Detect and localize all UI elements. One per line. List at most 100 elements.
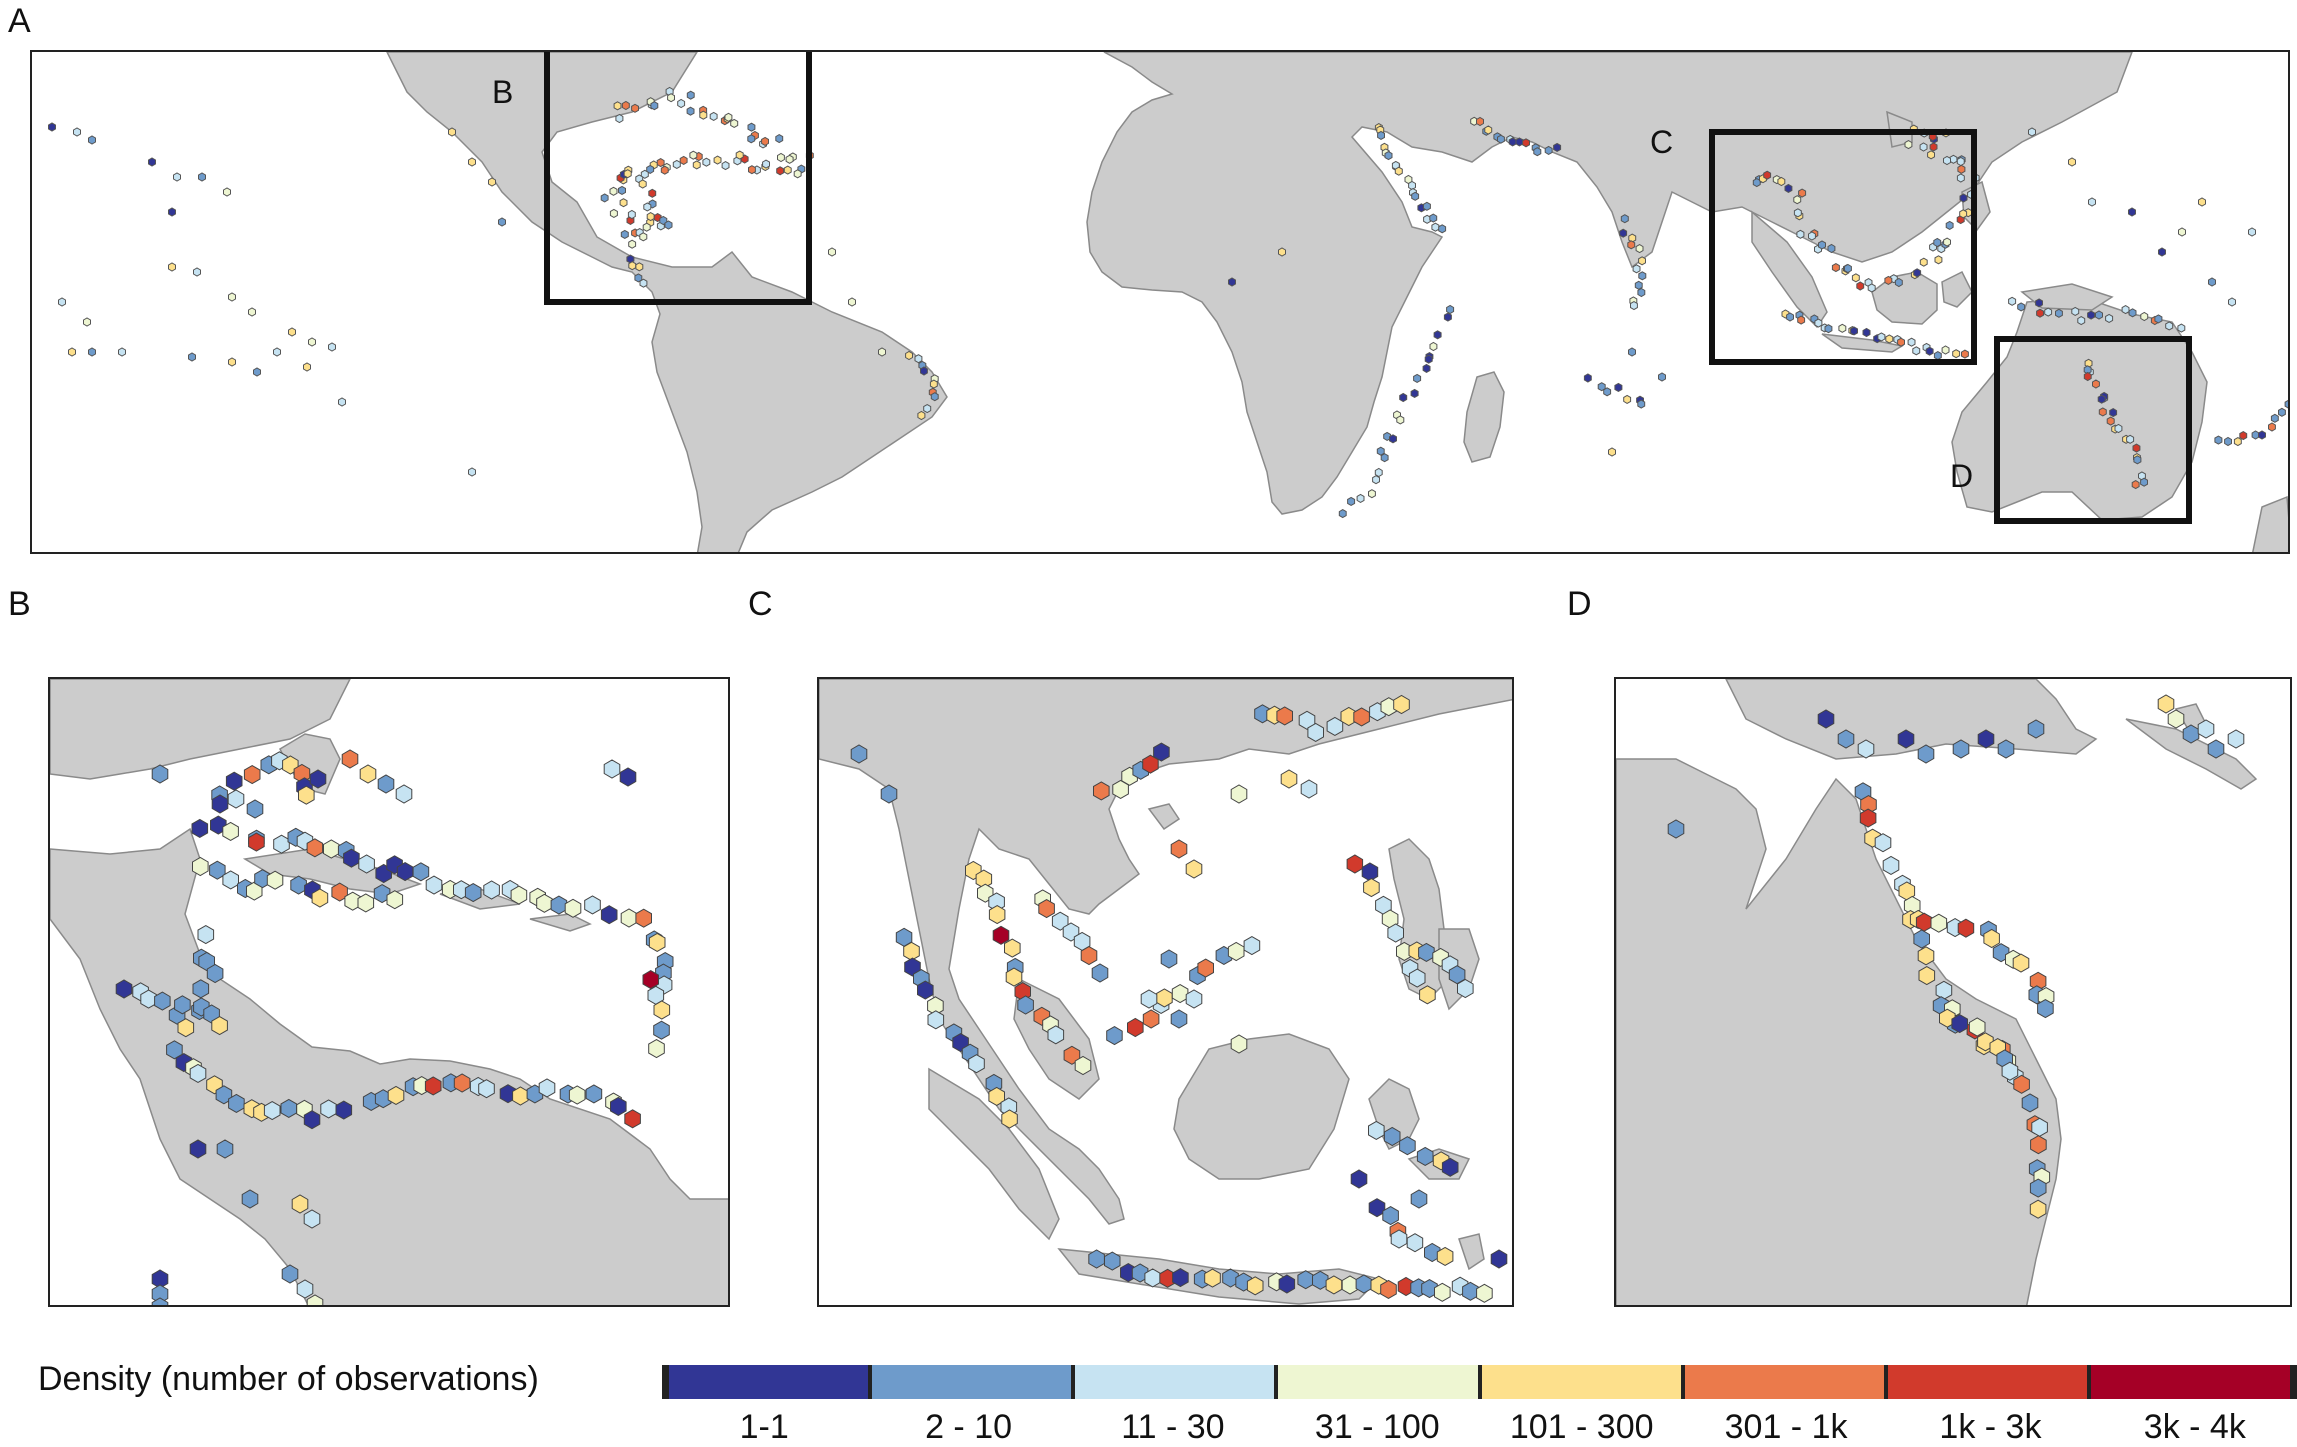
- density-hex: [1228, 277, 1236, 287]
- density-hex: [306, 1294, 324, 1305]
- hexbin-layer-world: [48, 86, 2288, 519]
- density-hex: [2036, 308, 2044, 318]
- density-hex: [88, 347, 96, 357]
- density-hex: [653, 1020, 670, 1040]
- density-hex: [1408, 968, 1426, 988]
- density-hex: [660, 165, 669, 175]
- inset-box-c: [1709, 129, 1977, 365]
- density-hex: [724, 112, 733, 122]
- density-hex: [1497, 134, 1505, 144]
- density-hex: [1862, 327, 1871, 338]
- density-hex: [968, 1054, 985, 1074]
- density-hex: [374, 1089, 392, 1109]
- density-hex: [1930, 913, 1948, 933]
- density-hex: [564, 898, 582, 918]
- density-hex: [1384, 151, 1393, 161]
- density-hex: [1544, 145, 1553, 155]
- density-hex: [1627, 240, 1636, 250]
- density-hex: [1390, 1229, 1408, 1249]
- density-hex: [2140, 477, 2148, 487]
- density-hex: [453, 1073, 471, 1093]
- density-hex: [335, 1100, 353, 1120]
- density-hex: [2109, 408, 2118, 418]
- density-hex: [1004, 938, 1021, 958]
- density-hex: [211, 794, 229, 814]
- panel-label-b: B: [8, 585, 31, 623]
- density-hex: [273, 347, 281, 357]
- density-hex: [358, 854, 375, 874]
- density-hex: [1171, 984, 1189, 1004]
- density-hex: [1637, 287, 1646, 298]
- density-hex: [343, 848, 360, 868]
- density-hex: [776, 166, 785, 176]
- density-hex: [151, 1297, 169, 1305]
- density-hex: [2121, 305, 2130, 315]
- density-hex: [387, 1085, 405, 1105]
- legend-swatch-3: [1075, 1365, 1279, 1399]
- density-hex: [927, 996, 944, 1016]
- density-hex: [642, 222, 651, 232]
- density-hex: [2068, 157, 2076, 167]
- density-hex: [1903, 895, 1921, 916]
- density-hex: [1752, 178, 1761, 188]
- density-hex: [2208, 277, 2216, 287]
- density-hex: [281, 1264, 299, 1284]
- density-hex: [2013, 1074, 2030, 1094]
- density-hex: [721, 161, 730, 171]
- density-hex: [2133, 455, 2142, 465]
- density-hex: [248, 832, 265, 852]
- density-hex: [1017, 995, 1034, 1015]
- density-hex: [309, 769, 327, 789]
- land-australia-d: [1616, 758, 2062, 1305]
- density-hex: [1515, 137, 1524, 147]
- density-hex: [118, 347, 126, 357]
- density-hex: [1338, 509, 1347, 519]
- density-hex: [643, 202, 652, 212]
- density-hex: [1436, 1246, 1454, 1266]
- density-hex: [1230, 784, 1248, 804]
- density-hex: [386, 890, 404, 910]
- density-hex: [709, 111, 718, 121]
- density-hex: [1457, 978, 1474, 999]
- density-hex: [1423, 201, 1431, 211]
- density-hex: [1917, 744, 1935, 764]
- density-hex: [1796, 229, 1805, 239]
- density-hex: [1104, 1251, 1121, 1271]
- density-hex: [1904, 140, 1913, 150]
- density-hex: [1127, 1017, 1144, 1038]
- density-hex: [206, 963, 224, 984]
- density-hex: [510, 885, 528, 905]
- density-hex: [828, 247, 836, 257]
- density-hex: [647, 985, 665, 1005]
- density-hex: [468, 467, 476, 477]
- density-hex: [1374, 467, 1383, 478]
- density-hex: [1850, 326, 1858, 336]
- density-hex: [68, 347, 76, 357]
- density-hex: [1347, 496, 1356, 506]
- density-hex: [2001, 1061, 2019, 1081]
- density-hex: [648, 1039, 665, 1059]
- density-hex: [609, 186, 618, 196]
- density-hex: [1603, 387, 1612, 397]
- density-hex: [2071, 306, 2080, 316]
- density-hex: [1968, 1017, 1986, 1037]
- density-hex: [1913, 929, 1930, 949]
- density-hex: [1837, 729, 1855, 749]
- density-hex: [1356, 493, 1365, 503]
- density-hex: [290, 875, 307, 895]
- density-hex: [975, 869, 993, 889]
- density-hex: [1933, 351, 1942, 361]
- density-hex: [626, 254, 635, 264]
- density-hex: [2092, 379, 2100, 389]
- density-hex: [1619, 228, 1628, 238]
- density-hex: [2126, 434, 2135, 444]
- legend-label-7: 1k - 3k: [1939, 1408, 2042, 1446]
- density-hex: [930, 392, 939, 402]
- density-hex: [338, 397, 346, 407]
- density-hex: [140, 989, 157, 1009]
- legend-label-2: 2 - 10: [925, 1408, 1013, 1446]
- inset-box-d: [1994, 336, 2192, 524]
- density-hex: [536, 893, 553, 913]
- density-hex: [1380, 697, 1397, 717]
- density-hex: [679, 155, 688, 165]
